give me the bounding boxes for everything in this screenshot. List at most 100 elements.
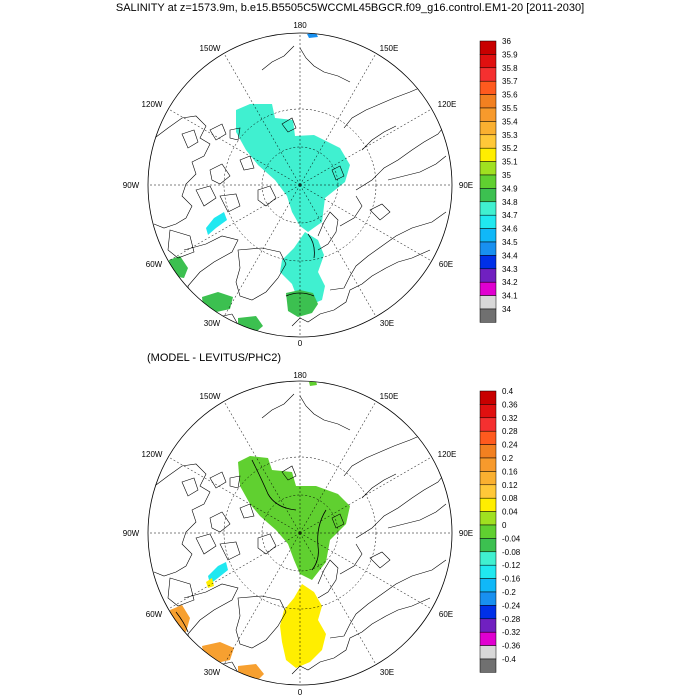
bottom-colorbar-box	[479, 471, 497, 486]
top-colorbar-label: 35.3	[502, 131, 518, 140]
top-colorbar-label: 35.1	[502, 158, 518, 167]
bottom-baffin-field	[170, 605, 190, 632]
top-colorbar-label: 35.4	[502, 117, 518, 126]
top-lon-label-150e: 150E	[380, 44, 399, 53]
top-colorbar-box	[479, 268, 497, 283]
bottom-colorbar-box	[479, 417, 497, 432]
top-arctic-basin-field	[236, 104, 350, 232]
bottom-colorbar-label: -0.4	[502, 655, 516, 664]
top-colorbar-box	[479, 214, 497, 229]
top-colorbar-label: 34.1	[502, 292, 518, 301]
top-colorbar-label: 35.6	[502, 91, 518, 100]
top-colorbar-label: 35	[502, 171, 511, 180]
bottom-colorbar-box	[479, 631, 497, 646]
top-colorbar: 36 35.9 35.8 35.7 35.6 35.5 35.4 35.3 35.2 35.1 35…	[479, 37, 518, 323]
top-colorbar-box	[479, 121, 497, 136]
bottom-colorbar-box	[479, 430, 497, 445]
top-colorbar-box	[479, 134, 497, 149]
bottom-lon-label-150e: 150E	[380, 392, 399, 401]
bottom-colorbar-label: 0.2	[502, 454, 514, 463]
top-lon-label-60e: 60E	[439, 260, 453, 269]
top-lon-label-150w: 150W	[200, 44, 221, 53]
bottom-colorbar-box	[479, 645, 497, 660]
bottom-canadian-channel-field	[208, 562, 228, 584]
bottom-fram-nordic-field	[280, 584, 326, 668]
top-colorbar-box	[479, 255, 497, 270]
top-colorbar-box	[479, 94, 497, 109]
top-lon-label-90w: 90W	[123, 181, 140, 190]
bottom-colorbar-label: 0.28	[502, 427, 518, 436]
top-colorbar-box	[479, 40, 497, 55]
bottom-colorbar-label: 0.4	[502, 387, 514, 396]
top-colorbar-box	[479, 295, 497, 310]
top-longitude-labels: 180 150E 120E 90E 60E 30E 0 30W 60W 90W …	[123, 21, 473, 348]
bottom-small-yellow-patch	[206, 578, 214, 588]
top-colorbar-box	[479, 147, 497, 162]
bottom-lon-label-30e: 30E	[380, 668, 394, 677]
top-labrador-field	[202, 292, 233, 313]
difference-subtitle: (MODEL - LEVITUS/PHC2)	[147, 352, 282, 364]
bottom-colorbar-label: -0.08	[502, 548, 521, 557]
top-colorbar-label: 34.5	[502, 238, 518, 247]
top-colorbar-box	[479, 308, 497, 323]
bottom-colorbar-box	[479, 564, 497, 579]
bottom-bering-field	[309, 381, 317, 386]
top-bering-field	[307, 33, 318, 38]
top-colorbar-box	[479, 201, 497, 216]
top-colorbar-box	[479, 188, 497, 203]
top-atlantic-field	[238, 316, 263, 332]
top-colorbar-box	[479, 54, 497, 69]
bottom-colorbar-box	[479, 511, 497, 526]
top-colorbar-label: 35.7	[502, 77, 518, 86]
bottom-lon-label-150w: 150W	[200, 392, 221, 401]
bottom-colorbar-box	[479, 497, 497, 512]
bottom-colorbar-box	[479, 591, 497, 606]
bottom-lon-label-90e: 90E	[459, 529, 473, 538]
bottom-colorbar-label: 0.16	[502, 467, 518, 476]
bottom-colorbar-label: -0.36	[502, 642, 521, 651]
top-graticule	[148, 33, 452, 337]
top-canadian-channel-field	[206, 212, 227, 235]
figure-title: SALINITY at z=1573.9m, b.e15.B5505C5WCCM…	[115, 2, 585, 14]
bottom-colorbar-label: -0.12	[502, 561, 521, 570]
top-lon-label-180: 180	[293, 21, 307, 30]
top-lon-label-120w: 120W	[142, 100, 163, 109]
bottom-lon-label-120w: 120W	[142, 450, 163, 459]
bottom-lon-label-180: 180	[293, 371, 307, 380]
bottom-lon-label-60e: 60E	[439, 610, 453, 619]
bottom-colorbar-label: 0.36	[502, 400, 518, 409]
bottom-colorbar-box	[479, 605, 497, 620]
bottom-colorbar-box	[479, 404, 497, 419]
bottom-colorbar-box	[479, 444, 497, 459]
bottom-lon-label-60w: 60W	[146, 610, 163, 619]
bottom-colorbar-box	[479, 457, 497, 472]
bottom-colorbar-label: 0.24	[502, 441, 518, 450]
top-colorbar-box	[479, 174, 497, 189]
bottom-graticule	[148, 381, 452, 685]
bottom-colorbar-label: 0.32	[502, 414, 518, 423]
top-nordic-seas-field	[286, 290, 318, 317]
top-lon-label-120e: 120E	[438, 100, 457, 109]
top-colorbar-label: 36	[502, 37, 511, 46]
top-colorbar-label: 34.9	[502, 184, 518, 193]
top-lon-label-60w: 60W	[146, 260, 163, 269]
top-map-boundary	[147, 32, 453, 338]
bottom-lon-label-120e: 120E	[438, 450, 457, 459]
top-lon-label-30w: 30W	[204, 319, 221, 328]
bottom-longitude-labels: 180 150E 120E 90E 60E 30E 0 30W 60W 90W …	[123, 371, 473, 697]
bottom-difference-field	[170, 381, 350, 682]
top-colorbar-label: 34	[502, 305, 511, 314]
bottom-lon-label-90w: 90W	[123, 529, 140, 538]
bottom-colorbar-label: -0.04	[502, 534, 521, 543]
bottom-colorbar-label: 0.04	[502, 508, 518, 517]
bottom-colorbar-box	[479, 484, 497, 499]
bottom-map: 180 150E 120E 90E 60E 30E 0 30W 60W 90W …	[123, 371, 473, 697]
bottom-colorbar-label: 0.12	[502, 481, 518, 490]
bottom-colorbar-box	[479, 524, 497, 539]
top-colorbar-label: 35.9	[502, 50, 518, 59]
bottom-colorbar: 0.4 0.36 0.32 0.28 0.24 0.2 0.16 0.12 0.08 0.04 0 -…	[479, 387, 521, 673]
top-colorbar-box	[479, 80, 497, 95]
top-colorbar-label: 34.8	[502, 198, 518, 207]
top-colorbar-box	[479, 241, 497, 256]
top-colorbar-label: 35.8	[502, 64, 518, 73]
